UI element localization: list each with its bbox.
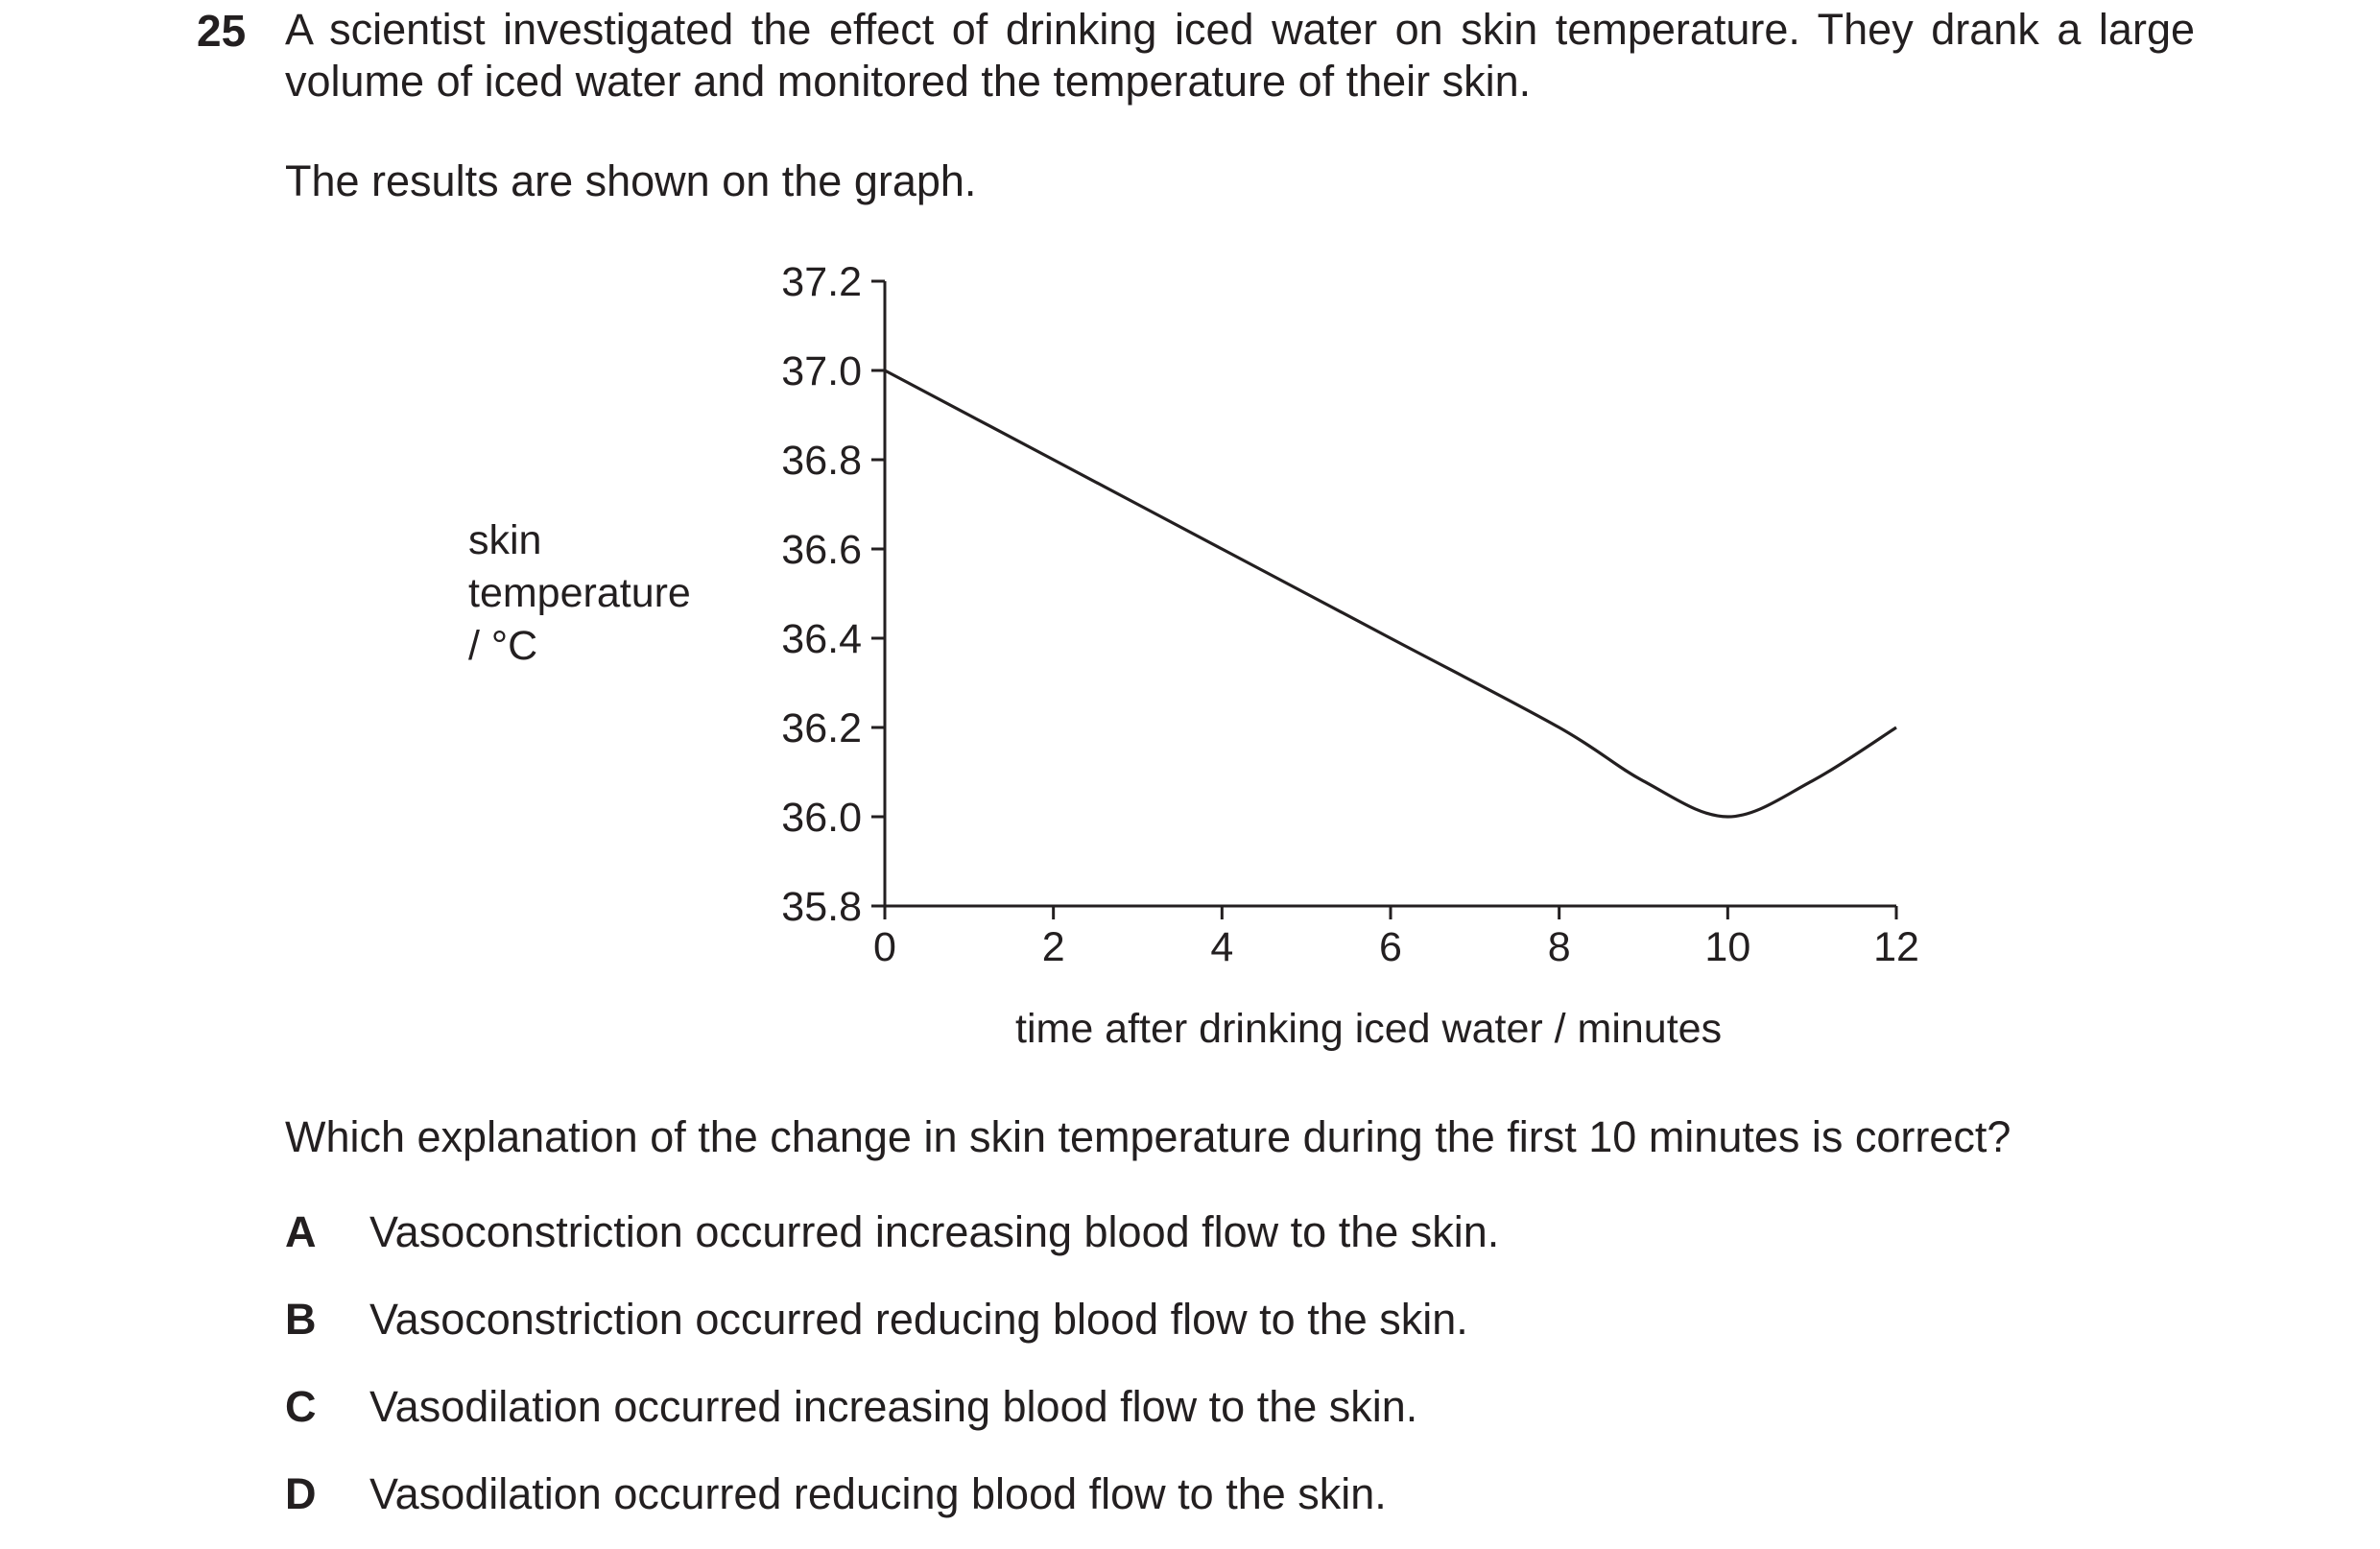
y-tick-label: 36.0 bbox=[781, 795, 862, 841]
x-tick-label: 0 bbox=[873, 924, 896, 970]
x-axis-label: time after drinking iced water / minutes bbox=[1015, 1006, 1723, 1052]
chart-tick-labels: 35.8 36.0 36.2 36.4 36.6 36.8 37.0 37.2 0 2 4 6 8 10 1… bbox=[781, 259, 1919, 970]
option-d-letter: D bbox=[285, 1469, 317, 1518]
y-tick-label: 36.4 bbox=[781, 616, 862, 662]
question-intro-2: The results are shown on the graph. bbox=[285, 156, 977, 205]
chart-series bbox=[884, 369, 1897, 819]
option-b-text: Vasoconstriction occurred reducing blood… bbox=[369, 1295, 1468, 1344]
series-line-0 bbox=[884, 369, 1897, 819]
x-tick-label: 4 bbox=[1210, 924, 1233, 970]
y-axis-label-line-2: temperature bbox=[468, 570, 691, 616]
option-b-letter: B bbox=[285, 1295, 317, 1344]
y-tick-label: 35.8 bbox=[781, 884, 862, 930]
y-axis-label-line-1: skin bbox=[468, 517, 542, 563]
question-intro: A scientist investigated the effect of d… bbox=[285, 5, 2195, 106]
question-prompt: Which explanation of the change in skin … bbox=[285, 1112, 2011, 1161]
y-tick-label: 36.6 bbox=[781, 527, 862, 573]
option-d-text: Vasodilation occurred reducing blood flo… bbox=[369, 1469, 1387, 1518]
y-axis-label-line-3: / °C bbox=[468, 623, 538, 669]
x-tick-label: 12 bbox=[1873, 924, 1919, 970]
y-tick-label: 36.8 bbox=[781, 438, 862, 484]
x-tick-label: 6 bbox=[1379, 924, 1402, 970]
chart-ticks bbox=[871, 279, 1898, 919]
y-tick-label: 36.2 bbox=[781, 705, 862, 751]
x-tick-label: 2 bbox=[1042, 924, 1065, 970]
option-a-letter: A bbox=[285, 1207, 317, 1256]
question-number: 25 bbox=[197, 6, 247, 56]
chart-axes bbox=[883, 281, 1896, 908]
y-tick-label: 37.2 bbox=[781, 259, 862, 305]
y-axis-label: skin temperature / °C bbox=[468, 514, 691, 673]
y-tick-label: 37.0 bbox=[781, 348, 862, 394]
option-a-text: Vasoconstriction occurred increasing blo… bbox=[369, 1207, 1500, 1256]
x-tick-label: 8 bbox=[1548, 924, 1571, 970]
x-tick-label: 10 bbox=[1704, 924, 1750, 970]
option-c-letter: C bbox=[285, 1382, 317, 1431]
option-c-text: Vasodilation occurred increasing blood f… bbox=[369, 1382, 1418, 1431]
